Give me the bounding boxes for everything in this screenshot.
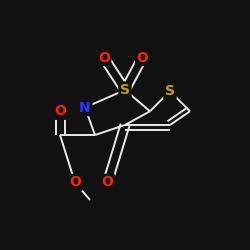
Text: S: S — [120, 83, 130, 97]
Text: S: S — [165, 84, 175, 98]
Text: O: O — [69, 176, 81, 190]
Text: N: N — [79, 100, 91, 114]
Text: O: O — [102, 176, 114, 190]
Text: O: O — [98, 50, 110, 64]
Text: O: O — [136, 50, 148, 64]
Text: O: O — [54, 104, 66, 118]
